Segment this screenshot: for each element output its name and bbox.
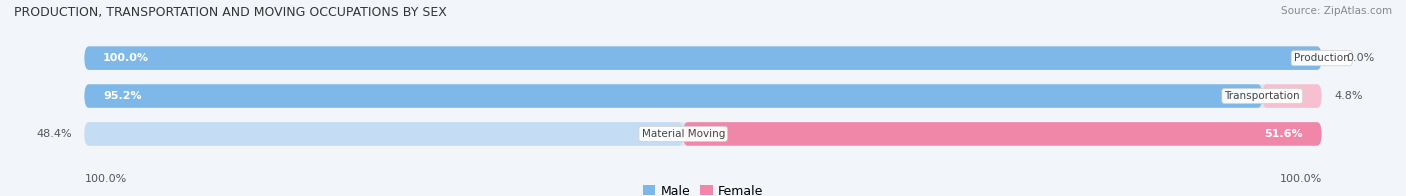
Text: 4.8%: 4.8%	[1334, 91, 1362, 101]
FancyBboxPatch shape	[84, 122, 1322, 146]
FancyBboxPatch shape	[84, 84, 1263, 108]
Text: 100.0%: 100.0%	[1279, 174, 1322, 184]
FancyBboxPatch shape	[683, 122, 1322, 146]
Text: Material Moving: Material Moving	[641, 129, 725, 139]
Text: 100.0%: 100.0%	[103, 53, 149, 63]
Text: Production: Production	[1294, 53, 1350, 63]
Text: Transportation: Transportation	[1225, 91, 1301, 101]
FancyBboxPatch shape	[1263, 84, 1322, 108]
FancyBboxPatch shape	[84, 46, 1322, 70]
FancyBboxPatch shape	[84, 84, 1322, 108]
Text: 0.0%: 0.0%	[1347, 53, 1375, 63]
Text: PRODUCTION, TRANSPORTATION AND MOVING OCCUPATIONS BY SEX: PRODUCTION, TRANSPORTATION AND MOVING OC…	[14, 6, 447, 19]
Text: 51.6%: 51.6%	[1264, 129, 1303, 139]
FancyBboxPatch shape	[84, 122, 683, 146]
FancyBboxPatch shape	[84, 46, 1322, 70]
Legend: Male, Female: Male, Female	[638, 180, 768, 196]
Text: 100.0%: 100.0%	[84, 174, 127, 184]
Text: 95.2%: 95.2%	[103, 91, 142, 101]
Text: Source: ZipAtlas.com: Source: ZipAtlas.com	[1281, 6, 1392, 16]
Text: 48.4%: 48.4%	[37, 129, 72, 139]
